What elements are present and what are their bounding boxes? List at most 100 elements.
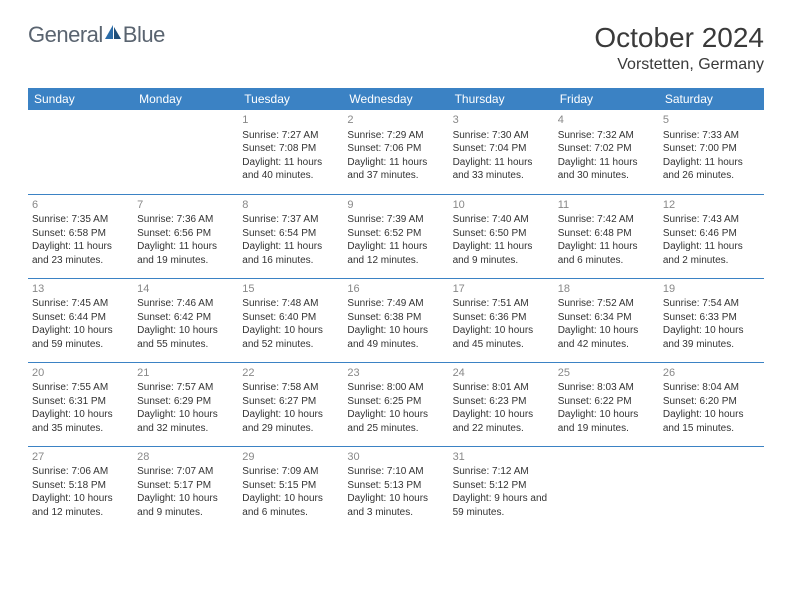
day-number: 23 — [347, 366, 444, 381]
dayhead-fri: Friday — [554, 88, 659, 110]
sunrise-text: Sunrise: 7:48 AM — [242, 297, 339, 311]
day-number: 11 — [558, 198, 655, 213]
day-number: 6 — [32, 198, 129, 213]
sunrise-text: Sunrise: 7:30 AM — [453, 129, 550, 143]
header: General Blue October 2024 Vorstetten, Ge… — [28, 22, 764, 74]
daylight-text: Daylight: 10 hours and 6 minutes. — [242, 492, 339, 519]
daylight-text: Daylight: 11 hours and 12 minutes. — [347, 240, 444, 267]
calendar-cell: 28Sunrise: 7:07 AMSunset: 5:17 PMDayligh… — [133, 446, 238, 530]
daylight-text: Daylight: 10 hours and 49 minutes. — [347, 324, 444, 351]
day-number: 27 — [32, 450, 129, 465]
day-number: 16 — [347, 282, 444, 297]
day-number: 8 — [242, 198, 339, 213]
sunrise-text: Sunrise: 7:35 AM — [32, 213, 129, 227]
calendar-cell: 10Sunrise: 7:40 AMSunset: 6:50 PMDayligh… — [449, 194, 554, 278]
daylight-text: Daylight: 10 hours and 3 minutes. — [347, 492, 444, 519]
daylight-text: Daylight: 10 hours and 22 minutes. — [453, 408, 550, 435]
month-title: October 2024 — [594, 22, 764, 54]
day-number: 7 — [137, 198, 234, 213]
sunrise-text: Sunrise: 7:49 AM — [347, 297, 444, 311]
dayhead-sat: Saturday — [659, 88, 764, 110]
sunset-text: Sunset: 6:50 PM — [453, 227, 550, 241]
calendar-cell: 25Sunrise: 8:03 AMSunset: 6:22 PMDayligh… — [554, 362, 659, 446]
daylight-text: Daylight: 11 hours and 19 minutes. — [137, 240, 234, 267]
day-number: 25 — [558, 366, 655, 381]
calendar-cell: 9Sunrise: 7:39 AMSunset: 6:52 PMDaylight… — [343, 194, 448, 278]
day-number: 5 — [663, 113, 760, 128]
day-number: 3 — [453, 113, 550, 128]
sunrise-text: Sunrise: 7:33 AM — [663, 129, 760, 143]
day-number: 30 — [347, 450, 444, 465]
calendar-cell: 7Sunrise: 7:36 AMSunset: 6:56 PMDaylight… — [133, 194, 238, 278]
sunset-text: Sunset: 6:20 PM — [663, 395, 760, 409]
day-number: 13 — [32, 282, 129, 297]
daylight-text: Daylight: 10 hours and 25 minutes. — [347, 408, 444, 435]
sunrise-text: Sunrise: 7:07 AM — [137, 465, 234, 479]
day-number: 24 — [453, 366, 550, 381]
daylight-text: Daylight: 10 hours and 42 minutes. — [558, 324, 655, 351]
day-number: 1 — [242, 113, 339, 128]
dayhead-sun: Sunday — [28, 88, 133, 110]
daylight-text: Daylight: 11 hours and 2 minutes. — [663, 240, 760, 267]
calendar-cell: 26Sunrise: 8:04 AMSunset: 6:20 PMDayligh… — [659, 362, 764, 446]
daylight-text: Daylight: 10 hours and 55 minutes. — [137, 324, 234, 351]
daylight-text: Daylight: 11 hours and 33 minutes. — [453, 156, 550, 183]
sunrise-text: Sunrise: 7:52 AM — [558, 297, 655, 311]
sail-icon — [103, 23, 123, 48]
calendar-cell — [554, 446, 659, 530]
calendar-cell: 3Sunrise: 7:30 AMSunset: 7:04 PMDaylight… — [449, 110, 554, 194]
daylight-text: Daylight: 11 hours and 37 minutes. — [347, 156, 444, 183]
calendar-cell: 15Sunrise: 7:48 AMSunset: 6:40 PMDayligh… — [238, 278, 343, 362]
calendar-cell: 17Sunrise: 7:51 AMSunset: 6:36 PMDayligh… — [449, 278, 554, 362]
sunset-text: Sunset: 6:25 PM — [347, 395, 444, 409]
sunrise-text: Sunrise: 7:36 AM — [137, 213, 234, 227]
sunset-text: Sunset: 6:44 PM — [32, 311, 129, 325]
sunrise-text: Sunrise: 7:40 AM — [453, 213, 550, 227]
location: Vorstetten, Germany — [594, 56, 764, 74]
day-number: 29 — [242, 450, 339, 465]
sunrise-text: Sunrise: 7:32 AM — [558, 129, 655, 143]
calendar-cell: 1Sunrise: 7:27 AMSunset: 7:08 PMDaylight… — [238, 110, 343, 194]
calendar-week: 27Sunrise: 7:06 AMSunset: 5:18 PMDayligh… — [28, 446, 764, 530]
sunset-text: Sunset: 6:56 PM — [137, 227, 234, 241]
day-number: 9 — [347, 198, 444, 213]
day-number: 18 — [558, 282, 655, 297]
sunset-text: Sunset: 5:17 PM — [137, 479, 234, 493]
sunset-text: Sunset: 5:15 PM — [242, 479, 339, 493]
sunset-text: Sunset: 6:36 PM — [453, 311, 550, 325]
sunrise-text: Sunrise: 7:42 AM — [558, 213, 655, 227]
day-number: 22 — [242, 366, 339, 381]
calendar-cell: 20Sunrise: 7:55 AMSunset: 6:31 PMDayligh… — [28, 362, 133, 446]
sunset-text: Sunset: 5:18 PM — [32, 479, 129, 493]
sunrise-text: Sunrise: 7:57 AM — [137, 381, 234, 395]
calendar-cell: 12Sunrise: 7:43 AMSunset: 6:46 PMDayligh… — [659, 194, 764, 278]
day-number: 26 — [663, 366, 760, 381]
sunrise-text: Sunrise: 8:04 AM — [663, 381, 760, 395]
calendar-cell: 19Sunrise: 7:54 AMSunset: 6:33 PMDayligh… — [659, 278, 764, 362]
day-number: 4 — [558, 113, 655, 128]
daylight-text: Daylight: 10 hours and 35 minutes. — [32, 408, 129, 435]
day-number: 20 — [32, 366, 129, 381]
calendar-cell: 11Sunrise: 7:42 AMSunset: 6:48 PMDayligh… — [554, 194, 659, 278]
day-number: 15 — [242, 282, 339, 297]
sunrise-text: Sunrise: 7:29 AM — [347, 129, 444, 143]
sunrise-text: Sunrise: 7:37 AM — [242, 213, 339, 227]
sunrise-text: Sunrise: 7:54 AM — [663, 297, 760, 311]
sunrise-text: Sunrise: 7:12 AM — [453, 465, 550, 479]
daylight-text: Daylight: 11 hours and 23 minutes. — [32, 240, 129, 267]
sunrise-text: Sunrise: 7:58 AM — [242, 381, 339, 395]
calendar-cell: 22Sunrise: 7:58 AMSunset: 6:27 PMDayligh… — [238, 362, 343, 446]
sunset-text: Sunset: 6:58 PM — [32, 227, 129, 241]
daylight-text: Daylight: 10 hours and 15 minutes. — [663, 408, 760, 435]
sunset-text: Sunset: 6:42 PM — [137, 311, 234, 325]
calendar-cell — [133, 110, 238, 194]
day-number: 2 — [347, 113, 444, 128]
sunrise-text: Sunrise: 7:43 AM — [663, 213, 760, 227]
calendar-week: 13Sunrise: 7:45 AMSunset: 6:44 PMDayligh… — [28, 278, 764, 362]
sunrise-text: Sunrise: 8:03 AM — [558, 381, 655, 395]
daylight-text: Daylight: 10 hours and 32 minutes. — [137, 408, 234, 435]
sunrise-text: Sunrise: 7:09 AM — [242, 465, 339, 479]
sunset-text: Sunset: 6:33 PM — [663, 311, 760, 325]
calendar-cell: 24Sunrise: 8:01 AMSunset: 6:23 PMDayligh… — [449, 362, 554, 446]
calendar-cell — [659, 446, 764, 530]
